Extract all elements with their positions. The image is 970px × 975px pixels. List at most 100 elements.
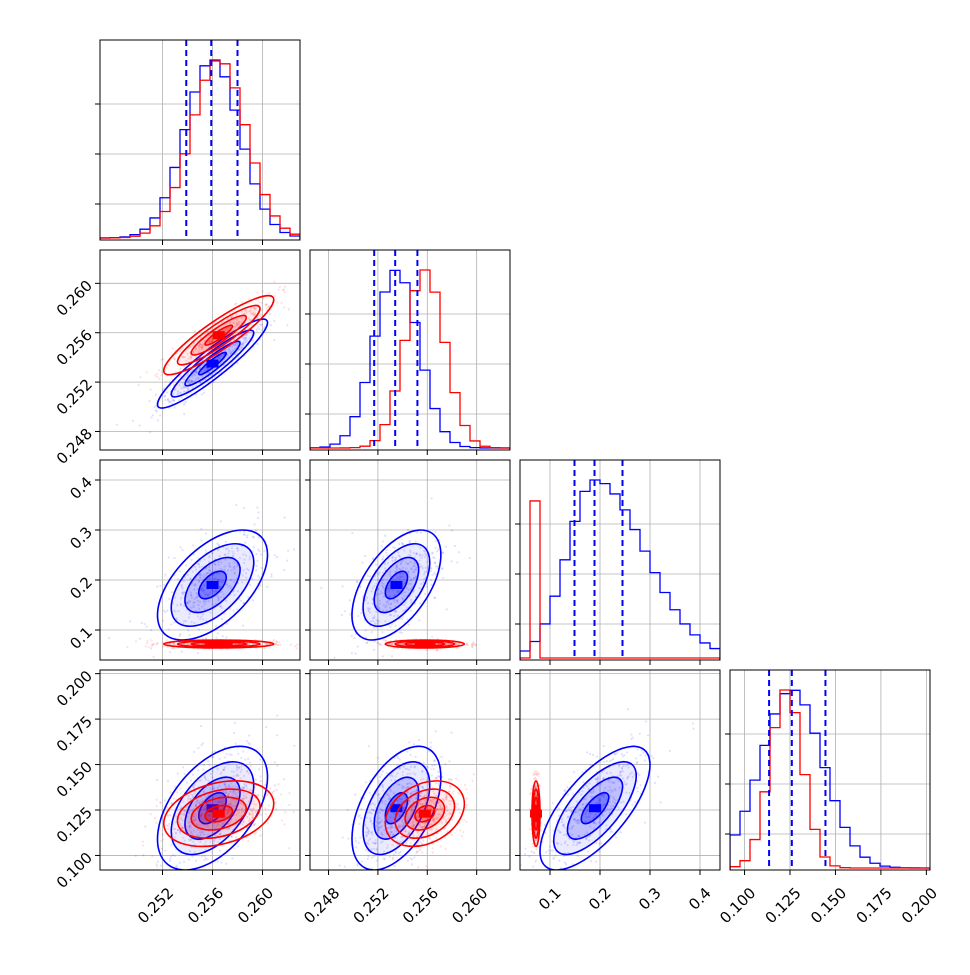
panel-inner (100, 670, 338, 895)
scatter-point (235, 303, 237, 305)
scatter-point (220, 520, 222, 522)
scatter-point (335, 806, 337, 808)
scatter-point (256, 507, 258, 509)
scatter-point (259, 584, 261, 586)
scatter-point (132, 420, 134, 422)
scatter-point (475, 644, 477, 646)
x-tick-label: 0.252 (134, 884, 177, 927)
scatter-point (266, 586, 268, 588)
scatter-point (152, 414, 154, 416)
scatter-point (382, 655, 384, 657)
scatter-point (408, 741, 410, 743)
scatter-point (445, 848, 447, 850)
scatter-point (284, 285, 286, 287)
scatter-point (150, 639, 152, 641)
scatter-point (235, 504, 237, 506)
scatter-point (402, 774, 404, 776)
scatter-point (277, 783, 279, 785)
scatter-point (284, 811, 286, 813)
scatter-point (129, 620, 131, 622)
scatter-point (407, 529, 409, 531)
scatter-point (645, 720, 647, 722)
scatter-point (160, 865, 162, 867)
scatter-point (280, 302, 282, 304)
scatter-point (333, 657, 335, 659)
scatter-point (246, 771, 248, 773)
scatter-point (171, 378, 173, 380)
y-tick-label: 0.125 (53, 803, 96, 846)
scatter-point (254, 833, 256, 835)
scatter-point (451, 834, 453, 836)
scatter-point (384, 535, 386, 537)
scatter-point (256, 292, 258, 294)
scatter-point (257, 517, 259, 519)
scatter-point (165, 639, 167, 641)
scatter-point (639, 732, 641, 734)
scatter-point (441, 567, 443, 569)
scatter-point (202, 379, 204, 381)
scatter-point (581, 771, 583, 773)
scatter-point (179, 546, 181, 548)
density-peak (390, 581, 402, 589)
hist-series (310, 270, 510, 450)
scatter-point (162, 358, 164, 360)
scatter-point (247, 840, 249, 842)
scatter-point (454, 545, 456, 547)
scatter-point (197, 747, 199, 749)
scatter-point (293, 811, 295, 813)
panel-2-0: 0.10.20.30.4 (66, 460, 300, 673)
scatter-point (286, 560, 288, 562)
scatter-point (366, 641, 368, 643)
scatter-point (287, 549, 289, 551)
scatter-point (164, 807, 166, 809)
scatter-point (464, 784, 466, 786)
scatter-point (192, 887, 194, 889)
scatter-point (155, 394, 157, 396)
scatter-point (273, 281, 275, 283)
y-tick-label: 0.248 (53, 425, 96, 468)
scatter-point (451, 560, 453, 562)
scatter-point (264, 647, 266, 649)
scatter-point (347, 809, 349, 811)
scatter-point (368, 745, 370, 747)
scatter-point (384, 640, 386, 642)
scatter-point (351, 652, 353, 654)
y-tick-label: 0.100 (53, 849, 96, 892)
scatter-point (167, 780, 169, 782)
scatter-point (620, 831, 622, 833)
panel-inner (310, 250, 510, 450)
scatter-point (158, 378, 160, 380)
scatter-point (456, 561, 458, 563)
panel-inner (511, 670, 720, 898)
density-peak (213, 810, 225, 818)
density-peak (419, 810, 431, 818)
y-tick-label: 0.1 (66, 623, 96, 653)
scatter-point (269, 292, 271, 294)
scatter-point (448, 525, 450, 527)
scatter-point (155, 410, 157, 412)
scatter-point (462, 831, 464, 833)
scatter-point (426, 649, 428, 651)
scatter-point (432, 847, 434, 849)
scatter-point (344, 610, 346, 612)
scatter-point (174, 891, 176, 893)
scatter-point (154, 406, 156, 408)
scatter-point (630, 733, 632, 735)
scatter-point (418, 739, 420, 741)
scatter-point (430, 746, 432, 748)
scatter-point (160, 840, 162, 842)
scatter-point (253, 778, 255, 780)
scatter-point (248, 734, 250, 736)
scatter-point (217, 632, 219, 634)
scatter-point (183, 413, 185, 415)
scatter-point (417, 866, 419, 868)
hist-series (100, 61, 300, 240)
scatter-point (362, 871, 364, 873)
scatter-point (269, 647, 271, 649)
scatter-point (159, 414, 161, 416)
scatter-point (411, 863, 413, 865)
scatter-point (288, 804, 290, 806)
